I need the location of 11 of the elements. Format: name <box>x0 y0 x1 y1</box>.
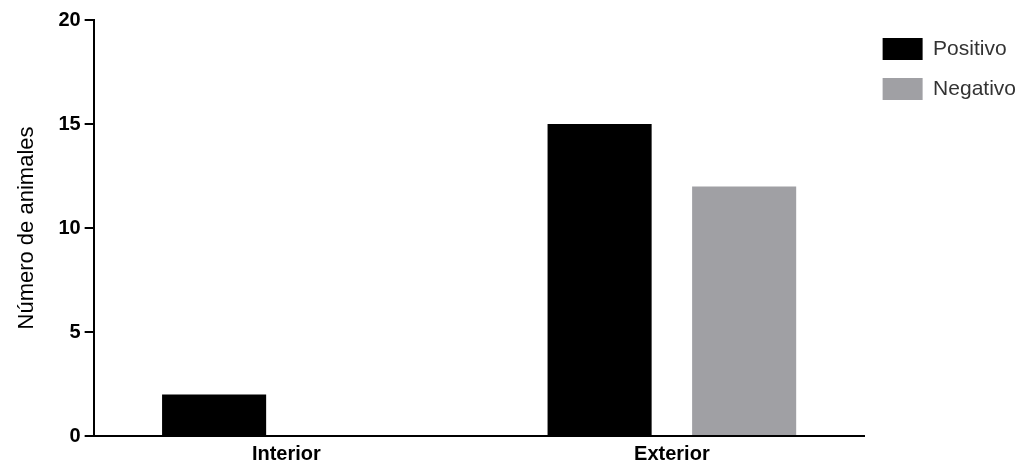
y-tick-label: 15 <box>58 111 81 134</box>
y-tick-label: 5 <box>69 319 81 342</box>
y-tick-label: 20 <box>58 7 81 30</box>
bar <box>692 186 797 435</box>
x-tick-label: Exterior <box>634 441 710 464</box>
legend-label: Positivo <box>933 35 1007 59</box>
y-tick-label: 0 <box>69 423 81 446</box>
x-tick-label: Interior <box>251 441 322 464</box>
y-tick-label: 10 <box>58 215 81 238</box>
legend-label: Negativo <box>933 75 1017 99</box>
y-axis-title: Número de animales <box>13 126 39 330</box>
